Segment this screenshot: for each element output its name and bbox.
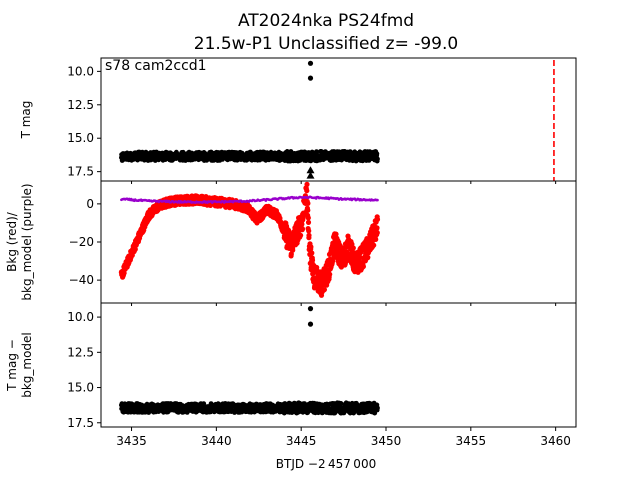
- bkg-point: [309, 250, 315, 256]
- x-tick-label: 3440: [201, 434, 232, 448]
- panel-frame: [100, 302, 577, 428]
- y-tick-label: 12.5: [67, 345, 94, 359]
- y-axis-label: bkg_model: [20, 332, 34, 398]
- data-point: [338, 401, 344, 406]
- bkg-point: [350, 245, 356, 251]
- y-axis-label: bkg_model (purple): [20, 183, 34, 300]
- data-point: [307, 321, 314, 327]
- y-tick-label: 17.5: [67, 165, 94, 179]
- x-axis-label: BTJD −2 457 000: [276, 457, 376, 471]
- x-tick-label: 3460: [540, 434, 571, 448]
- bkg-point: [305, 215, 311, 221]
- y-tick-label: 17.5: [67, 416, 94, 430]
- panel-data-bkg: [118, 174, 381, 298]
- bkg-point: [374, 230, 380, 236]
- bkg-point: [304, 181, 310, 187]
- y-tick-label: −40: [69, 273, 94, 287]
- bkg-point: [327, 271, 333, 277]
- data-point: [307, 75, 314, 81]
- data-point: [374, 151, 380, 157]
- data-point: [375, 156, 380, 162]
- bkg-point: [305, 200, 311, 206]
- x-tick-label: 3445: [286, 434, 317, 448]
- y-tick-label: 10.0: [67, 64, 94, 78]
- y-axis-label: Bkg (red)/: [5, 211, 19, 272]
- bkg-point: [302, 174, 307, 179]
- bkg-point: [305, 219, 312, 225]
- data-point: [208, 409, 213, 415]
- bkg-point: [371, 242, 377, 248]
- y-tick-label: 15.0: [67, 381, 94, 395]
- bkg-point: [360, 263, 366, 270]
- panel-tmag: 10.0 12.5 15.0 17.5 T mag: [19, 57, 577, 184]
- bkg-point: [305, 207, 311, 213]
- data-point: [314, 149, 319, 155]
- panel-data-tmag: [119, 60, 380, 179]
- bkg-point: [290, 247, 296, 253]
- bkg-point: [374, 216, 381, 222]
- chart-title-line2: 21.5w-P1 Unclassified z= -99.0: [194, 34, 458, 54]
- panel-bkg: 0 −20 −40 Bkg (red)/bkg_model (purple): [5, 174, 577, 306]
- y-tick-label: 0: [86, 197, 94, 211]
- y-tick-label: 10.0: [67, 310, 94, 324]
- annotation-label: s78 cam2ccd1: [105, 58, 207, 74]
- chart-title-line1: AT2024nka PS24fmd: [238, 11, 414, 31]
- data-point: [307, 306, 314, 312]
- bkg-point: [304, 188, 310, 194]
- bkg-point: [288, 251, 294, 257]
- bkg-point: [309, 257, 316, 263]
- bkg-point: [306, 232, 312, 238]
- bkg-point: [298, 232, 304, 238]
- y-tick-label: 15.0: [67, 131, 94, 145]
- y-tick-label: 12.5: [67, 98, 94, 112]
- bkg-point: [373, 236, 379, 242]
- triangle-marker: [306, 171, 315, 179]
- bkg-model-point: [376, 198, 379, 202]
- bkg-point: [299, 226, 305, 232]
- x-tick-label: 3435: [116, 434, 147, 448]
- bkg-point: [374, 225, 380, 231]
- bkg-point: [308, 244, 314, 250]
- triangle-marker: [306, 166, 315, 174]
- bkg-point: [132, 246, 138, 252]
- bkg-point: [365, 254, 371, 260]
- bkg-point: [306, 228, 312, 234]
- y-axis-label: T mag −: [5, 339, 19, 392]
- y-tick-label: −20: [69, 235, 94, 249]
- bkg-point: [321, 287, 327, 293]
- data-point: [375, 405, 380, 411]
- data-point: [307, 60, 314, 66]
- x-tick-label: 3455: [456, 434, 487, 448]
- panel-diff: 10.0 12.5 15.0 17.5 T mag − bkg_model 3435 3440…: [5, 302, 577, 448]
- bkg-point: [121, 270, 127, 276]
- y-axis-label: T mag: [19, 101, 33, 140]
- x-tick-label: 3450: [371, 434, 402, 448]
- panel-data-diff: [119, 306, 380, 416]
